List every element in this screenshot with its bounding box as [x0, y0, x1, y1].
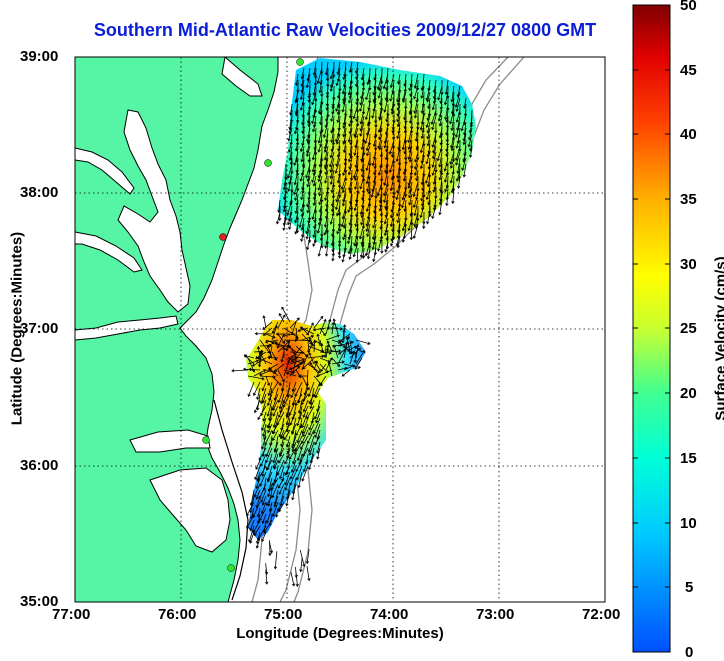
- radar-site-marker: [265, 160, 272, 167]
- x-tick-label: 73:00: [476, 606, 514, 623]
- colorbar: [633, 5, 670, 652]
- colorbar-tick-label: 50: [680, 0, 697, 14]
- y-tick-label: 39:00: [20, 48, 58, 65]
- x-tick-label: 75:00: [264, 606, 302, 623]
- colorbar-tick-label: 5: [685, 579, 693, 596]
- x-tick-label: 77:00: [52, 606, 90, 623]
- colorbar-tick-label: 0: [685, 644, 693, 661]
- colorbar-tick-label: 25: [680, 320, 697, 337]
- colorbar-tick-label: 45: [680, 62, 697, 79]
- x-axis-label: Longitude (Degrees:Minutes): [75, 625, 605, 642]
- colorbar-tick-label: 30: [680, 256, 697, 273]
- x-tick-label: 72:00: [582, 606, 620, 623]
- colorbar-label: Surface Velocity (cm/s): [713, 214, 724, 464]
- radar-site-marker: [297, 59, 304, 66]
- colorbar-tick-label: 10: [680, 515, 697, 532]
- y-axis-label: Latitude (Degrees:Minutes): [9, 194, 26, 464]
- colorbar-tick-label: 15: [680, 450, 697, 467]
- y-tick-label: 37:00: [20, 320, 58, 337]
- radar-site-marker: [220, 234, 227, 241]
- y-tick-label: 38:00: [20, 184, 58, 201]
- x-tick-label: 74:00: [370, 606, 408, 623]
- colorbar-tick-label: 35: [680, 191, 697, 208]
- colorbar-tick-label: 40: [680, 126, 697, 143]
- y-tick-label: 36:00: [20, 457, 58, 474]
- colorbar-tick-label: 20: [680, 385, 697, 402]
- radar-site-marker: [203, 437, 210, 444]
- map-title: Southern Mid-Atlantic Raw Velocities 200…: [60, 20, 630, 41]
- x-tick-label: 76:00: [158, 606, 196, 623]
- radar-site-marker: [228, 565, 235, 572]
